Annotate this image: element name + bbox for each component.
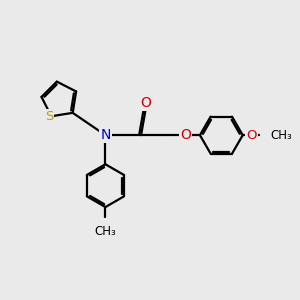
Text: O: O [140, 96, 151, 110]
Text: CH₃: CH₃ [270, 129, 292, 142]
Text: S: S [45, 110, 53, 123]
Text: O: O [246, 129, 257, 142]
Text: N: N [100, 128, 111, 142]
Text: CH₃: CH₃ [94, 225, 116, 238]
Text: O: O [180, 128, 191, 142]
